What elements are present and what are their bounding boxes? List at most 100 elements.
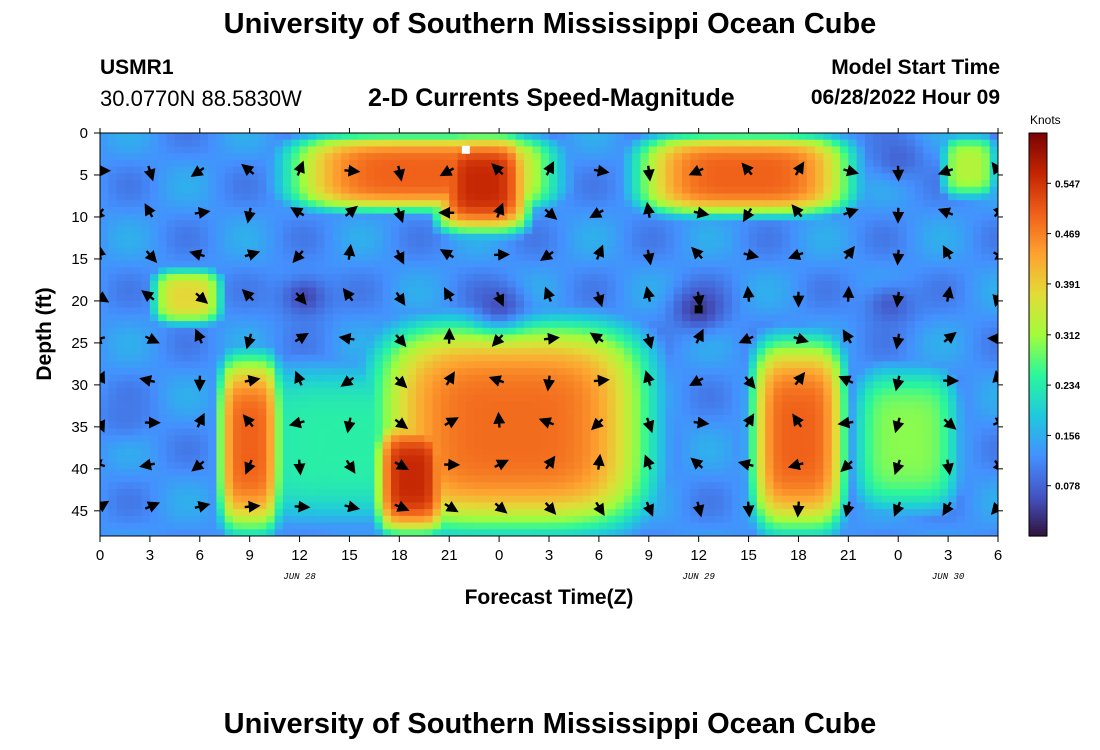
heatmap-cell	[549, 509, 558, 517]
heatmap-cell	[357, 388, 367, 396]
heatmap-cell	[100, 428, 109, 436]
heatmap-cell	[382, 133, 392, 141]
heatmap-cell	[740, 146, 750, 154]
heatmap-cell	[257, 502, 267, 510]
heatmap-cell	[415, 206, 425, 215]
heatmap-cell	[241, 200, 251, 208]
heatmap-cell	[316, 509, 326, 517]
heatmap-cell	[740, 186, 750, 195]
heatmap-cell	[582, 435, 592, 443]
heatmap-cell	[424, 153, 434, 161]
heatmap-cell	[598, 220, 608, 228]
heatmap-cell	[549, 300, 558, 309]
heatmap-cell	[374, 388, 384, 396]
heatmap-cell	[316, 441, 326, 450]
heatmap-cell	[607, 213, 617, 221]
heatmap-cell	[432, 159, 442, 168]
heatmap-cell	[731, 488, 741, 497]
heatmap-cell	[274, 247, 284, 255]
heatmap-cell	[557, 455, 567, 463]
heatmap-cell	[590, 341, 600, 349]
heatmap-cell	[573, 502, 583, 510]
heatmap-cell	[341, 200, 351, 208]
heatmap-cell	[133, 274, 143, 282]
heatmap-cell	[706, 529, 716, 536]
heatmap-cell	[773, 253, 783, 262]
heatmap-cell	[665, 307, 675, 315]
heatmap-cell	[216, 515, 226, 524]
heatmap-cell	[731, 401, 741, 409]
heatmap-cell	[682, 240, 691, 248]
heatmap-cell	[532, 200, 542, 208]
heatmap-cell	[349, 515, 359, 524]
heatmap-cell	[291, 408, 301, 416]
heatmap-cell	[141, 408, 151, 416]
heatmap-cell	[341, 240, 351, 248]
heatmap-cell	[349, 415, 359, 423]
heatmap-cell	[108, 307, 118, 315]
heatmap-cell	[465, 341, 475, 349]
heatmap-cell	[690, 529, 700, 536]
heatmap-cell	[199, 509, 209, 517]
heatmap-cell	[282, 247, 292, 255]
heatmap-cell	[615, 441, 625, 450]
heatmap-cell	[241, 455, 251, 463]
heatmap-cell	[474, 448, 484, 456]
heatmap-cell	[573, 153, 583, 161]
heatmap-cell	[715, 415, 725, 423]
heatmap-cell	[515, 260, 525, 268]
heatmap-cell	[499, 341, 509, 349]
heatmap-cell	[415, 280, 425, 289]
heatmap-cell	[282, 220, 292, 228]
heatmap-cell	[673, 200, 683, 208]
heatmap-cell	[582, 468, 592, 477]
heatmap-cell	[124, 394, 134, 403]
heatmap-cell	[108, 327, 118, 336]
heatmap-cell	[657, 515, 666, 524]
heatmap-cell	[374, 428, 384, 436]
heatmap-cell	[623, 529, 633, 536]
heatmap-cell	[208, 206, 217, 215]
heatmap-cell	[166, 180, 176, 188]
heatmap-cell	[407, 522, 417, 530]
heatmap-cell	[590, 509, 600, 517]
heatmap-cell	[773, 529, 783, 536]
heatmap-cell	[756, 159, 766, 168]
heatmap-cell	[490, 200, 500, 208]
heatmap-cell	[191, 287, 201, 295]
heatmap-cell	[457, 206, 467, 215]
heatmap-cell	[158, 475, 168, 483]
heatmap-cell	[299, 139, 309, 148]
heatmap-cell	[233, 381, 242, 389]
heatmap-cell	[781, 482, 791, 490]
heatmap-cell	[756, 321, 766, 329]
heatmap-cell	[557, 287, 567, 295]
heatmap-cell	[765, 213, 775, 221]
heatmap-cell	[116, 220, 126, 228]
heatmap-cell	[490, 274, 500, 282]
heatmap-cell	[665, 415, 675, 423]
heatmap-cell	[582, 260, 592, 268]
heatmap-cell	[407, 133, 417, 141]
heatmap-cell	[158, 213, 168, 221]
heatmap-cell	[515, 421, 525, 430]
heatmap-cell	[282, 186, 292, 195]
heatmap-cell	[756, 139, 766, 148]
heatmap-cell	[116, 153, 126, 161]
heatmap-cell	[332, 495, 342, 504]
heatmap-cell	[366, 347, 375, 356]
heatmap-cell	[108, 334, 118, 342]
heatmap-cell	[731, 415, 741, 423]
heatmap-cell	[682, 368, 691, 376]
heatmap-cell	[108, 381, 118, 389]
heatmap-cell	[582, 394, 592, 403]
heatmap-cell	[407, 227, 417, 235]
heatmap-cell	[108, 415, 118, 423]
heatmap-cell	[124, 240, 134, 248]
heatmap-cell	[133, 193, 143, 201]
heatmap-cell	[756, 233, 766, 242]
heatmap-cell	[765, 401, 775, 409]
heatmap-cell	[149, 153, 159, 161]
heatmap-cell	[282, 253, 292, 262]
heatmap-cell	[224, 213, 234, 221]
